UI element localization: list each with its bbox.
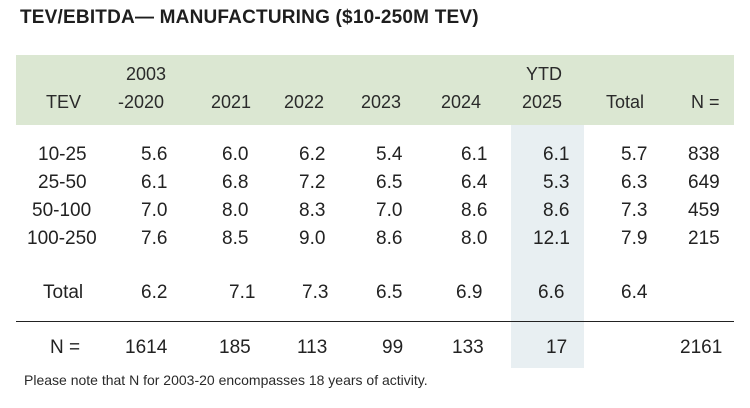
- row-value-ytd-2025: 12.1: [533, 228, 570, 249]
- row-value-2024: 6.4: [461, 172, 488, 193]
- header-2021: 2021: [211, 92, 252, 112]
- n-value-ytd-2025: 17: [546, 337, 568, 358]
- ytd-column-highlight: [511, 125, 584, 368]
- row-value-ytd-2025: 8.6: [543, 200, 570, 221]
- n-value-2003-2020: 1614: [125, 337, 168, 358]
- total-value-2021: 7.1: [229, 282, 256, 303]
- header-period-bottom: -2020: [118, 92, 165, 112]
- total-value-total: 6.4: [621, 282, 648, 303]
- row-value-total: 6.3: [621, 172, 648, 193]
- row-tev: 100-250: [27, 228, 97, 249]
- total-value-2023: 6.5: [376, 282, 403, 303]
- table-title: TEV/EBITDA— MANUFACTURING ($10-250M TEV): [20, 7, 479, 28]
- row-value-ytd-2025: 6.1: [543, 144, 570, 165]
- row-value-2023: 8.6: [376, 228, 403, 249]
- total-value-2024: 6.9: [456, 282, 483, 303]
- row-value-2021: 8.0: [222, 200, 249, 221]
- n-label: N =: [50, 337, 81, 358]
- table-divider: [16, 321, 734, 322]
- row-value-2023: 5.4: [376, 144, 403, 165]
- row-value-n: 215: [688, 228, 720, 249]
- row-value-2021: 6.8: [222, 172, 249, 193]
- header-total: Total: [606, 92, 645, 112]
- header-tev: TEV: [46, 92, 82, 112]
- row-value-2021: 6.0: [222, 144, 249, 165]
- header-n: N =: [691, 92, 720, 112]
- row-value-total: 5.7: [621, 144, 648, 165]
- header-ytd-top: YTD: [526, 64, 562, 84]
- n-value-2023: 99: [382, 337, 404, 358]
- row-tev: 25-50: [38, 172, 87, 193]
- row-tev: 10-25: [38, 144, 87, 165]
- row-value-total: 7.9: [621, 228, 648, 249]
- header-band: [16, 55, 734, 125]
- row-value-n: 838: [688, 144, 720, 165]
- row-value-2021: 8.5: [222, 228, 249, 249]
- row-value-n: 459: [688, 200, 720, 221]
- row-value-2022: 6.2: [299, 144, 326, 165]
- row-value-2022: 9.0: [299, 228, 326, 249]
- row-value-n: 649: [688, 172, 720, 193]
- row-value-2003-2020: 7.0: [141, 200, 168, 221]
- row-value-2023: 7.0: [376, 200, 403, 221]
- row-value-2024: 8.0: [461, 228, 488, 249]
- row-value-total: 7.3: [621, 200, 648, 221]
- n-value-2024: 133: [452, 337, 484, 358]
- total-value-2022: 7.3: [302, 282, 329, 303]
- row-value-2003-2020: 7.6: [141, 228, 168, 249]
- row-value-2023: 6.5: [376, 172, 403, 193]
- header-period-top: 2003: [126, 64, 167, 84]
- row-value-2024: 6.1: [461, 144, 488, 165]
- row-value-2024: 8.6: [461, 200, 488, 221]
- row-value-ytd-2025: 5.3: [543, 172, 570, 193]
- header-2024: 2024: [441, 92, 482, 112]
- n-value-2022: 113: [297, 337, 328, 358]
- row-value-2022: 8.3: [299, 200, 326, 221]
- n-value-total: 2161: [680, 337, 723, 358]
- row-value-2003-2020: 6.1: [141, 172, 168, 193]
- row-value-2022: 7.2: [299, 172, 326, 193]
- row-value-2003-2020: 5.6: [141, 144, 168, 165]
- header-ytd-bottom: 2025: [522, 92, 563, 112]
- header-2023: 2023: [361, 92, 402, 112]
- total-value-ytd-2025: 6.6: [538, 282, 565, 303]
- total-value-2003-2020: 6.2: [141, 282, 168, 303]
- row-tev: 50-100: [32, 200, 92, 221]
- n-value-2021: 185: [219, 337, 251, 358]
- header-2022: 2022: [284, 92, 325, 112]
- footnote: Please note that N for 2003-20 encompass…: [24, 372, 428, 388]
- total-label: Total: [43, 282, 84, 303]
